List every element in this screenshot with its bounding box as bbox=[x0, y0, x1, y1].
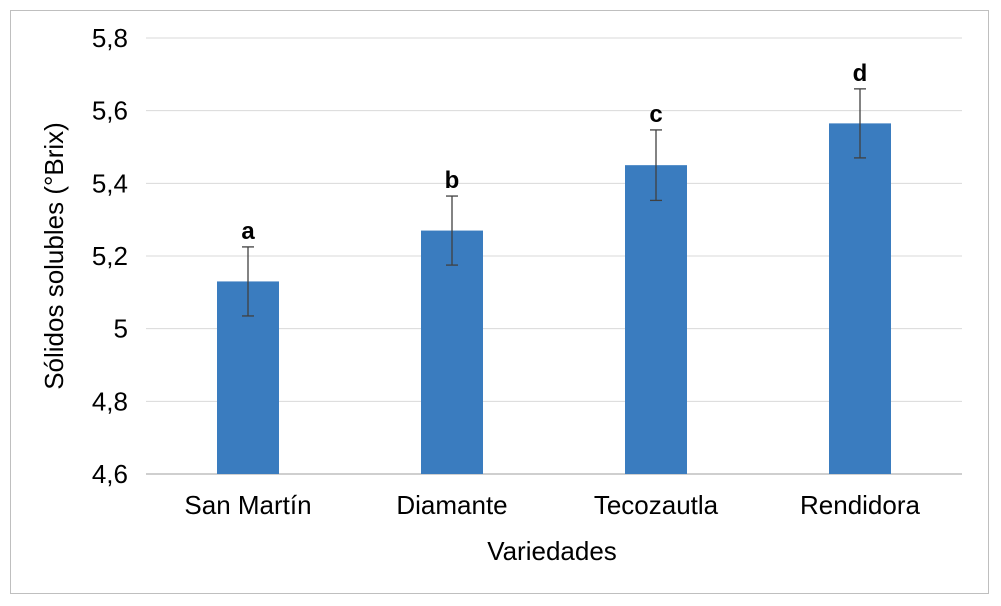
category-label: San Martín bbox=[184, 490, 311, 520]
y-axis-title: Sólidos solubles (°Brix) bbox=[39, 122, 69, 390]
x-axis-title: Variedades bbox=[487, 536, 617, 566]
bars bbox=[217, 123, 891, 474]
significance-label: a bbox=[241, 218, 255, 245]
category-label: Rendidora bbox=[800, 490, 921, 520]
y-tick-label: 4,6 bbox=[92, 459, 128, 489]
y-tick-label: 5,6 bbox=[92, 96, 128, 126]
category-label: Diamante bbox=[396, 490, 507, 520]
y-tick-label: 5,2 bbox=[92, 241, 128, 271]
y-tick-label: 5,4 bbox=[92, 168, 128, 198]
error-bars bbox=[242, 88, 866, 317]
bar bbox=[625, 165, 687, 474]
bar bbox=[421, 230, 483, 474]
bar bbox=[829, 123, 891, 474]
y-tick-label: 5,8 bbox=[92, 23, 128, 53]
significance-label: d bbox=[853, 60, 868, 87]
significance-label: c bbox=[649, 101, 662, 128]
category-label: Tecozautla bbox=[594, 490, 719, 520]
category-labels: San Martín Diamante Tecozautla Rendidora bbox=[184, 490, 920, 520]
gridlines bbox=[146, 37, 962, 475]
significance-label: b bbox=[445, 167, 460, 194]
y-tick-label: 4,8 bbox=[92, 386, 128, 416]
y-tick-label: 5 bbox=[114, 314, 128, 344]
y-tick-labels: 4,6 4,8 5 5,2 5,4 5,6 5,8 bbox=[92, 23, 128, 489]
significance-labels: a b c d bbox=[241, 60, 867, 245]
chart-frame bbox=[10, 10, 989, 594]
